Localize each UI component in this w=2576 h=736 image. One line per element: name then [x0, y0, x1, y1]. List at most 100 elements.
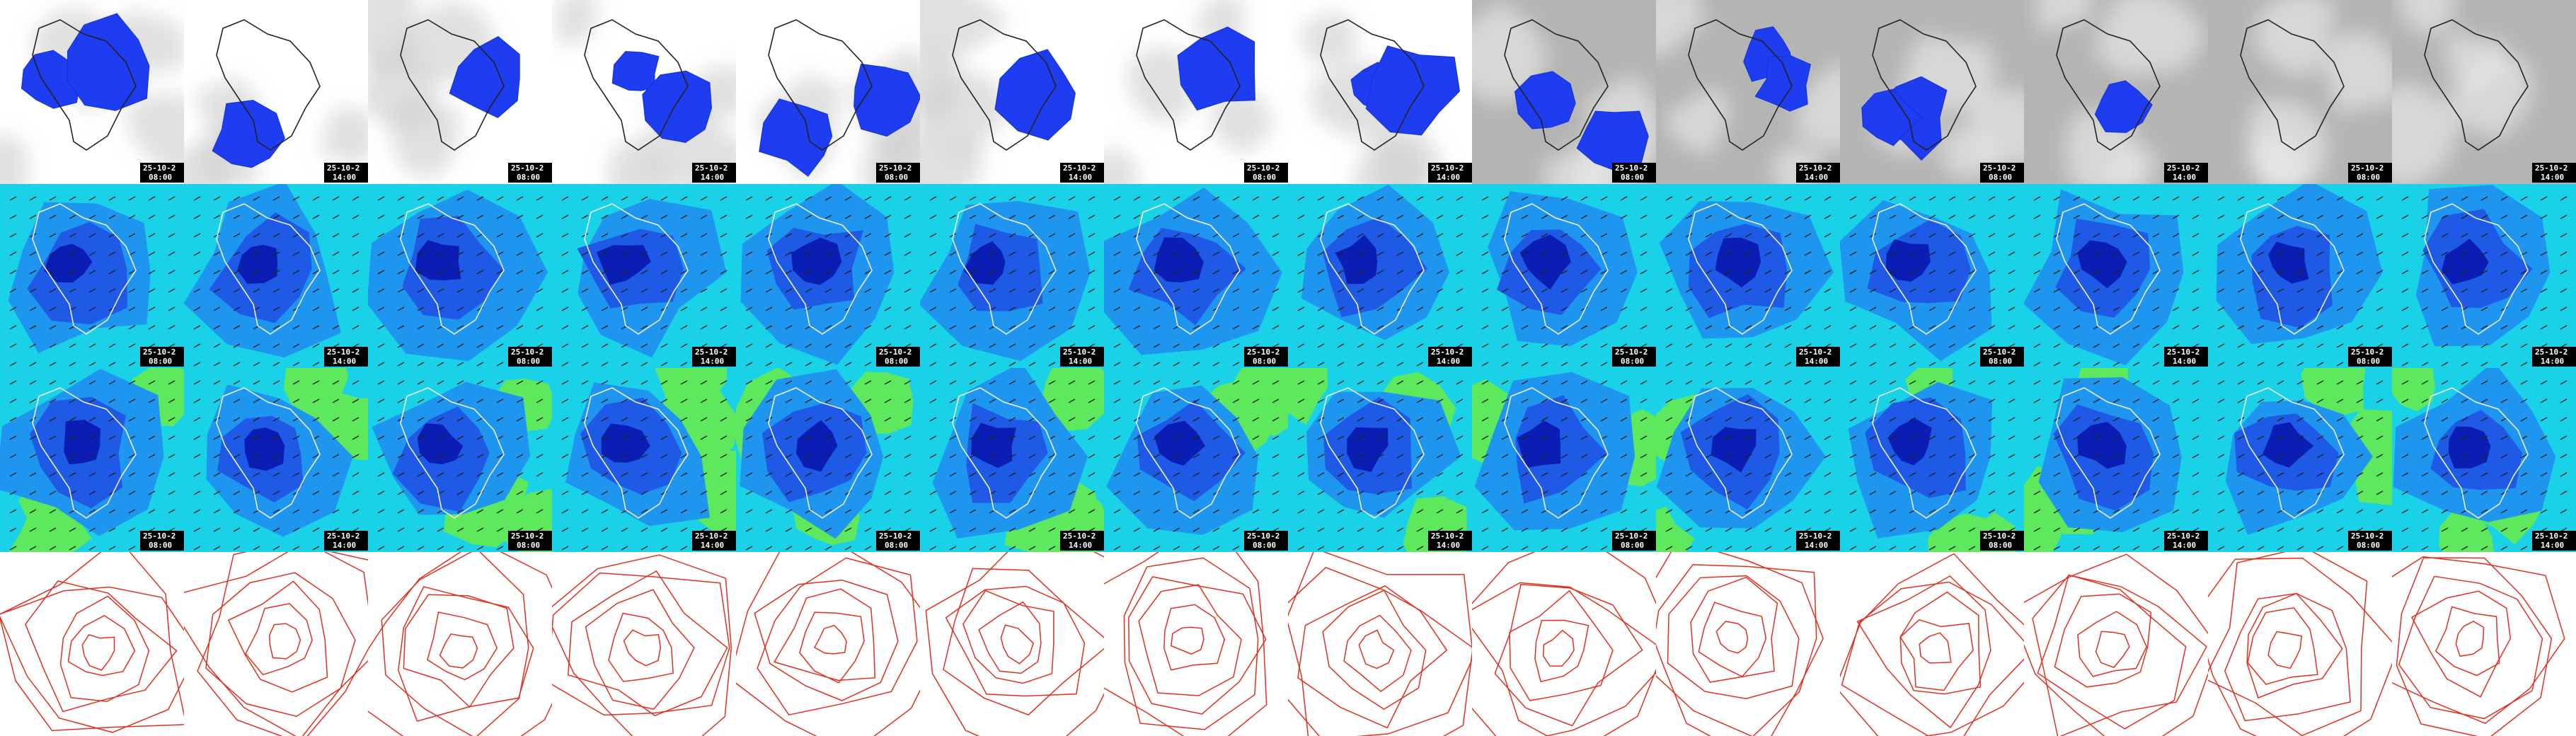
cloud: [2093, 0, 2207, 76]
wind-barb: [561, 490, 569, 495]
wind-barb: [1705, 362, 1713, 367]
wind-barb: [1744, 214, 1752, 219]
wind-barb: [1297, 343, 1305, 348]
wind-barb: [213, 472, 221, 477]
wind-barb: [1396, 362, 1404, 367]
wind-barb: [1028, 380, 1036, 385]
wind-barb: [1541, 196, 1548, 201]
label-box: [1612, 347, 1656, 367]
wind-barb: [1784, 527, 1792, 532]
map-layer: [2392, 368, 2576, 552]
wind-barb: [2520, 288, 2528, 293]
time-label: 14:00: [2173, 541, 2196, 550]
field-layer: [206, 368, 368, 537]
wind-barb: [2008, 306, 2016, 311]
wind-barb: [1481, 251, 1489, 256]
wind-barb: [516, 454, 524, 459]
wind-barb: [332, 306, 340, 311]
wind-barb: [1357, 288, 1364, 293]
wind-barb: [720, 196, 728, 201]
map-layer: [368, 368, 552, 552]
island-outline: [2056, 19, 2161, 151]
wind-barb: [2192, 490, 2200, 495]
wind-barb: [1804, 325, 1812, 330]
wind-barb: [456, 251, 464, 256]
wind-barb: [700, 398, 708, 403]
wind-barb: [824, 251, 832, 256]
precip-area: [449, 35, 520, 118]
wind-barb: [2421, 527, 2429, 532]
wind-barb: [2296, 306, 2304, 311]
contour: [2398, 575, 2543, 720]
wind-barb: [1357, 380, 1364, 385]
wind-barb: [1764, 454, 1772, 459]
wind-barb: [2401, 196, 2409, 201]
wind-barb: [1640, 196, 1648, 201]
map-cell: 25-10-214:00: [2024, 0, 2208, 184]
island-outline: [1136, 203, 1241, 335]
wind-barb: [765, 490, 773, 495]
map-layer: [0, 184, 184, 368]
wind-barb: [496, 472, 504, 477]
wind-barb: [312, 362, 320, 367]
wind-barb: [2500, 527, 2508, 532]
wind-barb: [1869, 398, 1877, 403]
wind-barb: [824, 325, 832, 330]
wind-barb: [621, 288, 628, 293]
wind-barb: [1804, 509, 1812, 514]
field-layer: [2216, 184, 2383, 345]
wind-barb: [2296, 417, 2304, 422]
wind-barb: [621, 417, 628, 422]
map-layer: [1472, 552, 1656, 736]
wind-barb: [2296, 251, 2304, 256]
wind-barb: [352, 306, 360, 311]
wind-barb: [640, 325, 648, 330]
wind-barb: [949, 398, 957, 403]
wind-barb: [2112, 196, 2120, 201]
wind-barb: [1088, 270, 1096, 275]
wind-barb: [536, 233, 544, 238]
wind-barb: [69, 454, 76, 459]
field-layer: [932, 368, 1104, 552]
date-label: 25-10-2: [327, 347, 360, 357]
wind-barb: [601, 362, 609, 367]
wind-barb: [88, 196, 96, 201]
wind-barb: [69, 251, 76, 256]
map-cell: [1656, 552, 1840, 736]
wind-barb: [2421, 196, 2429, 201]
precip-area: [67, 13, 150, 111]
wind-barb: [1804, 306, 1812, 311]
wind-barb: [1088, 454, 1096, 459]
wind-barb: [2296, 270, 2304, 275]
wind-barb: [1685, 288, 1693, 293]
wind-barb: [581, 490, 589, 495]
wind-barb: [969, 288, 977, 293]
wind-barb: [2033, 233, 2041, 238]
wind-barb: [2172, 417, 2180, 422]
map-layer: [184, 184, 368, 368]
wind-barb: [640, 343, 648, 348]
field-high: [2392, 368, 2435, 411]
wind-barb: [69, 417, 76, 422]
wind-barb: [1088, 398, 1096, 403]
wind-barb: [2152, 288, 2160, 293]
wind-barb: [1232, 546, 1240, 551]
island-outline: [32, 19, 137, 151]
map-cell: 25-10-214:00: [920, 0, 1104, 184]
wind-barb: [2441, 490, 2449, 495]
wind-barb: [2480, 196, 2488, 201]
wind-barb: [2540, 398, 2548, 403]
wind-barb: [1968, 546, 1976, 551]
wind-barb: [680, 398, 688, 403]
wind-barb: [2560, 288, 2568, 293]
wind-barb: [601, 270, 609, 275]
wind-barb: [720, 325, 728, 330]
contour: [736, 552, 920, 736]
map-cell: 25-10-208:00: [1840, 0, 2024, 184]
wind-barb: [1232, 417, 1240, 422]
contour: [978, 601, 1042, 674]
wind-barb: [904, 472, 912, 477]
wind-barb: [1560, 472, 1568, 477]
wind-barb: [292, 435, 300, 440]
wind-barb: [904, 380, 912, 385]
